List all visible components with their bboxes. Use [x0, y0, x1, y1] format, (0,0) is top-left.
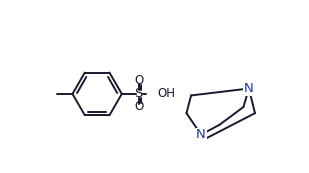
Text: OH: OH [157, 87, 175, 100]
Text: N: N [196, 128, 206, 141]
Text: O: O [134, 74, 143, 87]
Text: O: O [134, 101, 143, 113]
Text: N: N [244, 82, 254, 95]
Text: S: S [134, 87, 143, 100]
